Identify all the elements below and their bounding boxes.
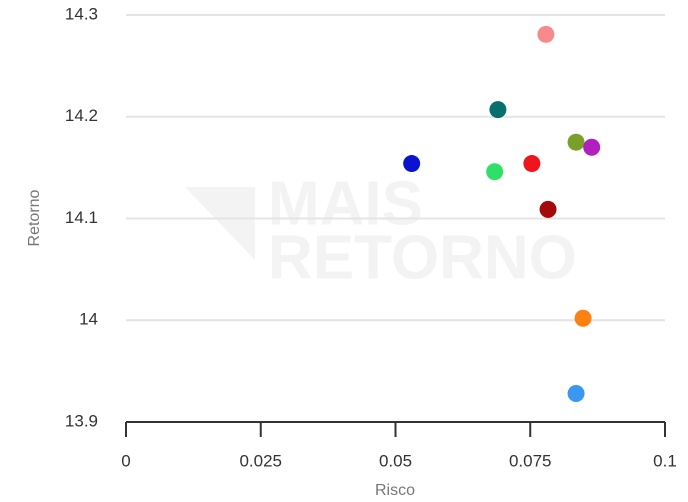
point <box>486 163 504 181</box>
point <box>583 138 601 156</box>
y-tick-label: 13.9 <box>65 411 98 430</box>
y-tick-label: 14.3 <box>65 4 98 23</box>
x-axis-label: Risco <box>375 482 415 499</box>
watermark-text: RETORNO <box>268 223 577 292</box>
x-tick-label: 0 <box>121 451 130 470</box>
watermark-text: MAIS <box>268 169 423 238</box>
y-tick-label: 14.2 <box>65 106 98 125</box>
x-tick-label: 0.1 <box>653 451 677 470</box>
y-tick-label: 14 <box>79 310 98 329</box>
point <box>574 309 592 327</box>
point <box>403 155 421 173</box>
point <box>567 385 585 403</box>
y-tick-label: 14.1 <box>65 208 98 227</box>
point <box>523 155 541 173</box>
point <box>567 133 585 151</box>
point <box>539 200 557 218</box>
point <box>537 25 555 43</box>
watermark: MAIS RETORNO <box>185 169 577 292</box>
x-tick-label: 0.05 <box>379 451 412 470</box>
point <box>489 101 507 119</box>
y-axis-label: Retorno <box>26 189 43 246</box>
x-tick-label: 0.075 <box>509 451 552 470</box>
x-tick-label: 0.025 <box>239 451 282 470</box>
watermark-logo <box>185 187 255 260</box>
